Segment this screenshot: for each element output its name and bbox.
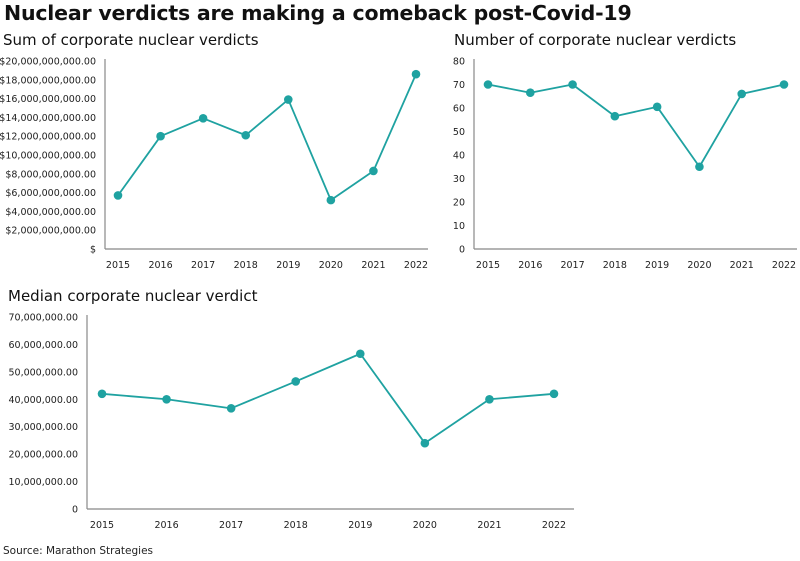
x-tick-label: 2021	[361, 260, 385, 271]
series-line	[101, 352, 555, 445]
y-tick-label: 70,000,000.00	[8, 313, 78, 324]
series-line	[117, 73, 417, 202]
y-tick-label: 0	[459, 245, 465, 256]
data-point	[156, 131, 165, 141]
x-tick-label: 2018	[234, 260, 258, 271]
data-point	[610, 111, 620, 121]
x-tick-label: 2019	[645, 260, 669, 271]
data-point	[326, 195, 336, 205]
data-point	[737, 89, 747, 99]
data-point	[162, 394, 171, 404]
x-tick-label: 2017	[219, 520, 243, 531]
data-point	[485, 394, 494, 404]
x-tick-label: 2022	[404, 260, 428, 271]
y-tick-label: 0	[72, 505, 78, 516]
y-tick-label: 40	[453, 151, 465, 162]
y-tick-label: $10,000,000,000.00	[0, 151, 96, 162]
data-point	[369, 166, 378, 176]
chart-title-number: Number of corporate nuclear verdicts	[454, 31, 737, 49]
y-tick-label: $12,000,000,000.00	[0, 132, 96, 143]
y-tick-label: 80	[453, 57, 465, 68]
y-tick-label: 60,000,000.00	[8, 340, 78, 351]
x-tick-label: 2016	[518, 260, 542, 271]
y-tick-label: 10	[453, 221, 465, 232]
x-tick-label: 2018	[603, 260, 627, 271]
y-tick-label: $18,000,000,000.00	[0, 75, 96, 86]
data-point	[652, 102, 662, 112]
y-tick-label: 50,000,000.00	[8, 367, 78, 378]
x-tick-label: 2020	[687, 260, 711, 271]
y-tick-label: $2,000,000,000.00	[5, 226, 96, 237]
x-tick-label: 2021	[477, 520, 501, 531]
x-tick-label: 2020	[319, 260, 343, 271]
data-point	[779, 80, 789, 89]
y-tick-label: 20,000,000.00	[8, 450, 78, 461]
data-point	[568, 80, 577, 89]
data-point	[97, 389, 107, 399]
x-tick-label: 2019	[276, 260, 300, 271]
x-tick-label: 2016	[148, 260, 172, 271]
x-tick-label: 2022	[772, 260, 796, 271]
y-tick-label: 30,000,000.00	[8, 422, 78, 433]
data-point	[283, 95, 293, 104]
x-tick-label: 2021	[730, 260, 754, 271]
data-point	[355, 349, 365, 359]
x-tick-label: 2016	[154, 520, 178, 531]
x-tick-label: 2022	[542, 520, 566, 531]
page-title: Nuclear verdicts are making a comeback p…	[4, 1, 632, 25]
data-point	[226, 404, 236, 413]
series-line	[487, 83, 785, 168]
y-tick-label: $	[90, 245, 96, 256]
x-tick-label: 2015	[106, 260, 130, 271]
x-tick-label: 2015	[90, 520, 114, 531]
y-tick-label: 70	[453, 80, 465, 91]
x-tick-label: 2017	[560, 260, 584, 271]
y-tick-label: 10,000,000.00	[8, 477, 78, 488]
y-tick-label: $20,000,000,000.00	[0, 57, 96, 68]
y-tick-label: $16,000,000,000.00	[0, 94, 96, 105]
chart-title-median: Median corporate nuclear verdict	[8, 287, 258, 305]
data-point	[483, 80, 493, 89]
data-point	[420, 438, 430, 448]
y-tick-label: 60	[453, 104, 465, 115]
data-point	[198, 114, 208, 123]
y-tick-label: $14,000,000,000.00	[0, 113, 96, 124]
data-point	[525, 88, 535, 98]
y-tick-label: 20	[453, 198, 465, 209]
x-tick-label: 2017	[191, 260, 215, 271]
y-tick-label: $8,000,000,000.00	[5, 169, 96, 180]
data-point	[291, 377, 301, 386]
chart-title-sum: Sum of corporate nuclear verdicts	[3, 31, 259, 49]
data-point	[241, 130, 251, 140]
data-point	[549, 389, 559, 399]
source-note: Source: Marathon Strategies	[3, 545, 153, 557]
y-tick-label: 50	[453, 127, 465, 138]
y-tick-label: $6,000,000,000.00	[5, 188, 96, 199]
x-tick-label: 2018	[284, 520, 308, 531]
y-tick-label: $4,000,000,000.00	[5, 207, 96, 218]
y-tick-label: 30	[453, 174, 465, 185]
x-tick-label: 2020	[413, 520, 437, 531]
x-tick-label: 2019	[348, 520, 372, 531]
x-tick-label: 2015	[476, 260, 500, 271]
data-point	[695, 162, 704, 172]
data-point	[113, 191, 123, 200]
data-point	[411, 69, 421, 79]
y-tick-label: 40,000,000.00	[8, 395, 78, 406]
